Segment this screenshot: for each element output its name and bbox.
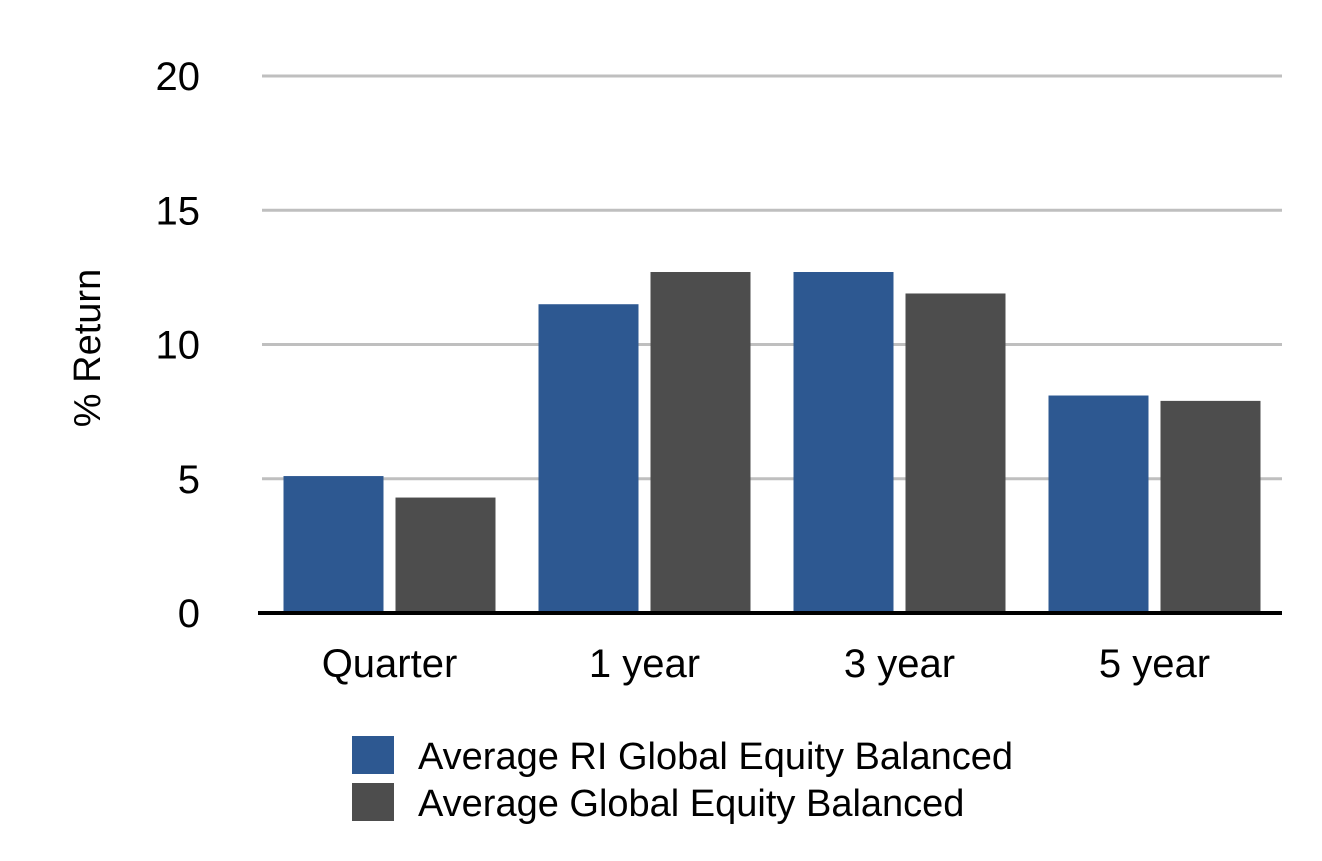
y-axis-label: % Return xyxy=(67,269,109,427)
x-tick-label-3-year: 3 year xyxy=(844,642,955,686)
bar-2-quarter xyxy=(395,497,496,613)
y-tick-labels: 0 5 10 15 20 xyxy=(156,55,201,636)
y-tick-label-20: 20 xyxy=(156,55,201,99)
legend: Average RI Global Equity Balanced Average… xyxy=(352,736,1013,825)
x-tick-label-1-year: 1 year xyxy=(589,642,700,686)
x-tick-label-5-year: 5 year xyxy=(1099,642,1210,686)
bar-1-3-year xyxy=(793,272,894,613)
legend-swatch-1 xyxy=(352,736,394,774)
y-tick-label-15: 15 xyxy=(156,189,201,233)
bar-1-1-year xyxy=(538,304,639,613)
bar-1-5-year xyxy=(1048,395,1149,613)
legend-label-2: Average Global Equity Balanced xyxy=(418,783,964,825)
y-tick-label-0: 0 xyxy=(178,592,200,636)
bar-2-1-year xyxy=(650,272,751,613)
bar-1-quarter xyxy=(283,476,384,613)
x-tick-labels: Quarter 1 year 3 year 5 year xyxy=(322,642,1210,686)
bars xyxy=(283,272,1261,613)
legend-label-1: Average RI Global Equity Balanced xyxy=(418,736,1013,778)
y-tick-label-10: 10 xyxy=(156,324,201,368)
y-tick-label-5: 5 xyxy=(178,458,200,502)
bar-2-5-year xyxy=(1160,400,1261,613)
x-tick-label-quarter: Quarter xyxy=(322,642,458,686)
legend-swatch-2 xyxy=(352,783,394,821)
bar-2-3-year xyxy=(905,293,1006,613)
